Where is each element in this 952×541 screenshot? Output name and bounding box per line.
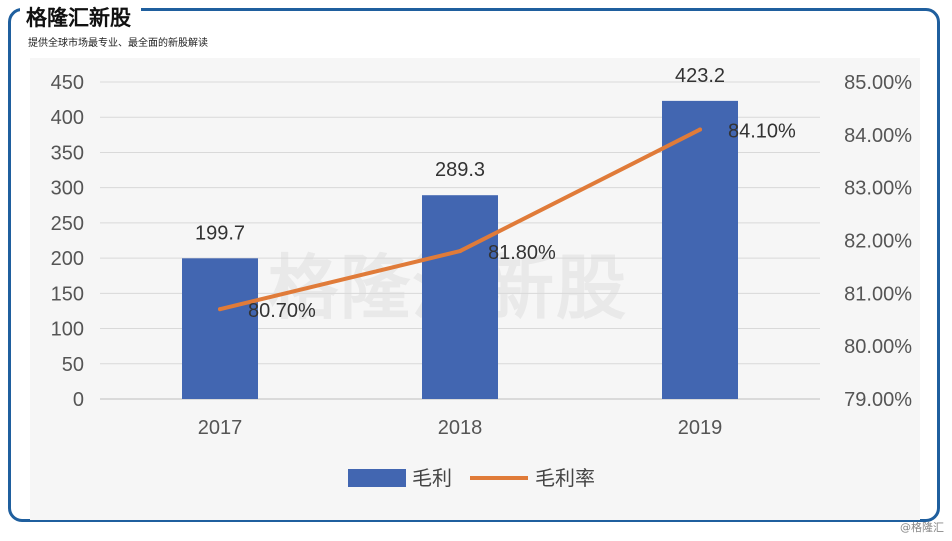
x-axis-tick-label: 2019: [678, 417, 723, 439]
line-data-label: 80.70%: [248, 300, 316, 322]
y-axis-tick-label: 100: [51, 319, 84, 341]
legend-label: 毛利: [412, 466, 452, 490]
x-axis-tick-label: 2017: [198, 417, 243, 439]
bar-data-label: 289.3: [435, 159, 485, 181]
y2-axis-tick-label: 81.00%: [844, 283, 912, 305]
bar: [182, 258, 258, 399]
y2-axis-tick-label: 80.00%: [844, 336, 912, 358]
y2-axis-tick-label: 82.00%: [844, 231, 912, 253]
x-axis-tick-label: 2018: [438, 417, 483, 439]
bar: [422, 195, 498, 399]
y-axis-tick-label: 300: [51, 178, 84, 200]
line-data-label: 81.80%: [488, 242, 556, 264]
y-axis-tick-label: 450: [51, 72, 84, 94]
brand-title: 格隆汇新股: [20, 4, 141, 32]
y2-axis-tick-label: 84.00%: [844, 125, 912, 147]
brand-tagline: 提供全球市场最专业、最全面的新股解读: [28, 38, 208, 49]
y2-axis-tick-label: 85.00%: [844, 72, 912, 94]
footer-watermark: @格隆汇: [900, 521, 944, 534]
y-axis-tick-label: 400: [51, 107, 84, 129]
y-axis-tick-label: 50: [62, 354, 84, 376]
line-point: [458, 249, 462, 254]
bar: [662, 100, 738, 399]
y-axis-tick-label: 0: [73, 389, 84, 411]
y2-axis-tick-label: 83.00%: [844, 178, 912, 200]
y-axis-tick-label: 200: [51, 248, 84, 270]
line-data-label: 84.10%: [728, 121, 796, 143]
y-axis-tick-label: 250: [51, 213, 84, 235]
legend-label: 毛利率: [535, 466, 595, 490]
line-point: [698, 127, 702, 132]
line-point: [218, 307, 222, 312]
y-axis-tick-label: 350: [51, 142, 84, 164]
bar-data-label: 423.2: [675, 65, 725, 87]
y-axis-tick-label: 150: [51, 283, 84, 305]
legend-bar-swatch: [348, 469, 406, 487]
bar-data-label: 199.7: [195, 222, 245, 244]
y2-axis-tick-label: 79.00%: [844, 389, 912, 411]
